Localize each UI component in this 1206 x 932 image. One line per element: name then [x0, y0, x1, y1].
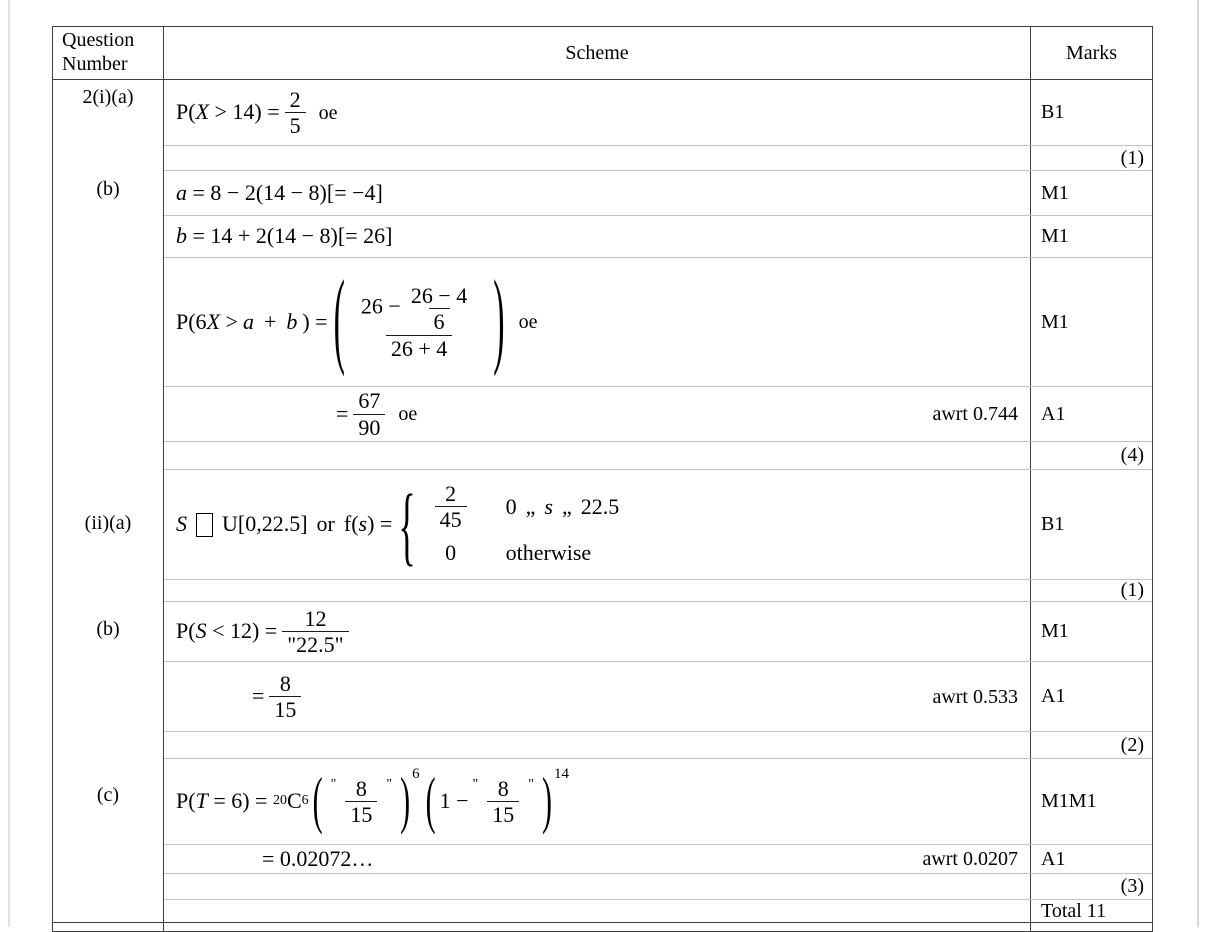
left-paren-medium: (: [425, 765, 436, 836]
missing-glyph-box: [196, 512, 213, 537]
page-edge-line-right: [1197, 0, 1199, 927]
next-question-block-sliver: [53, 923, 1152, 931]
awrt-annotation: awrt 0.0207: [922, 848, 1018, 870]
scheme-cell-formula-b: b = 14 + 2(14 − 8)[= 26]: [164, 216, 1031, 257]
question-label-2ia: 2(i)(a): [82, 86, 134, 108]
awrt-annotation: awrt 0.533: [932, 685, 1018, 708]
header-marks: Marks: [1065, 41, 1118, 64]
marks-cell: A1: [1041, 685, 1066, 707]
header-question-number: Question Number: [53, 27, 164, 79]
combination-superscript: 20: [272, 793, 287, 809]
question-label-iia: (ii)(a): [84, 512, 132, 534]
header-question-line1: Question: [62, 29, 135, 52]
marks-cell: M1: [1041, 181, 1069, 204]
table-row: b = 14 + 2(14 − 8)[= 26] M1: [164, 216, 1152, 258]
table-row: (3): [164, 874, 1152, 900]
awrt-annotation: awrt 0.744: [932, 403, 1018, 425]
scheme-cell-formula-a: a = 8 − 2(14 − 8)[= −4]: [164, 171, 1031, 215]
page-edge-line-left: [8, 0, 10, 927]
marks-cell: M1: [1041, 225, 1069, 247]
scheme-cell-formula-uniform: S U[0,22.5] or f(s) = { 2 45 0 „ s „ 22.5 0 ot…: [164, 470, 1031, 579]
marks-cell: M1: [1041, 620, 1069, 642]
scheme-cell-formula-pt6: P(T = 6) = 20 C 6 ( " 8 15 " ) 6 ( 1 − " 8 15…: [164, 759, 1031, 844]
fraction-8-15: 8 15: [487, 777, 520, 826]
left-paren-tall: (: [333, 262, 345, 379]
left-brace-tall: {: [398, 475, 416, 574]
scheme-cell-empty: [164, 442, 1031, 469]
question-number-column: 2(i)(a) (b) (ii)(a) (b) (c): [53, 80, 164, 922]
table-row: (1): [164, 146, 1152, 171]
scheme-cell-empty: [164, 874, 1031, 899]
fraction-2-45: 2 45: [434, 482, 467, 531]
table-row: P(S < 12) = 12 "22.5" M1: [164, 602, 1152, 662]
combination-subscript: 6: [301, 793, 309, 809]
header-question-line2: Number: [62, 53, 128, 75]
table-row: = 67 90 oe awrt 0.744 A1: [164, 387, 1152, 442]
table-header-row: Question Number Scheme Marks: [53, 27, 1152, 80]
right-paren-medium: ): [400, 765, 411, 836]
marks-cell-subtotal: (4): [1120, 444, 1144, 466]
mark-scheme-table: Question Number Scheme Marks 2(i)(a) (b)…: [52, 26, 1153, 932]
scheme-cell-formula-ps12: P(S < 12) = 12 "22.5": [164, 602, 1031, 661]
scheme-cell-empty: [164, 900, 1031, 922]
table-row: S U[0,22.5] or f(s) = { 2 45 0 „ s „ 22.5 0 ot…: [164, 470, 1152, 580]
table-body: 2(i)(a) (b) (ii)(a) (b) (c) P(X > 14) = …: [53, 80, 1152, 923]
fraction-8-15: 8 15: [345, 777, 378, 826]
scheme-cell-result-815: = 8 15 awrt 0.533: [164, 662, 1031, 731]
quote-mark: ": [330, 777, 337, 793]
fraction-8-15: 8 15: [269, 672, 302, 721]
piecewise-definition: 2 45 0 „ s „ 22.5 0 otherwise: [424, 482, 619, 567]
fraction-12-225: 12 "22.5": [282, 607, 349, 656]
marks-cell: A1: [1041, 402, 1066, 425]
marks-cell-subtotal: (3): [1120, 875, 1144, 897]
marks-cell: M1: [1041, 310, 1069, 333]
scheme-cell-result-002072: = 0.02072… awrt 0.0207: [164, 845, 1031, 873]
right-paren-tall: ): [493, 262, 505, 379]
table-row: = 8 15 awrt 0.533 A1: [164, 662, 1152, 732]
marks-cell: B1: [1041, 513, 1065, 535]
table-row: (2): [164, 732, 1152, 759]
scheme-cell-empty: [164, 732, 1031, 758]
question-label-b2: (b): [96, 618, 120, 640]
table-row: Total 11: [164, 900, 1152, 922]
right-paren-medium: ): [541, 765, 552, 836]
table-row: (4): [164, 442, 1152, 470]
question-label-c: (c): [96, 784, 120, 806]
quote-mark: ": [528, 777, 534, 793]
quote-mark: ": [472, 777, 479, 793]
exponent-14: 14: [553, 765, 569, 782]
marks-cell-subtotal: (1): [1120, 146, 1144, 169]
left-paren-medium: (: [312, 765, 323, 836]
marks-cell: B1: [1041, 101, 1065, 123]
scheme-cell-result-6790: = 67 90 oe awrt 0.744: [164, 387, 1031, 441]
fraction-67-90: 67 90: [353, 389, 386, 439]
header-scheme: Scheme: [164, 27, 1031, 79]
marks-cell: A1: [1041, 847, 1066, 870]
marks-cell-subtotal: (1): [1120, 579, 1144, 601]
marks-cell-subtotal: (2): [1120, 733, 1144, 756]
scheme-cell-empty: [164, 580, 1031, 601]
question-label-b1: (b): [96, 178, 120, 200]
table-row: a = 8 − 2(14 − 8)[= −4] M1: [164, 171, 1152, 216]
table-row: P(T = 6) = 20 C 6 ( " 8 15 " ) 6 ( 1 − " 8 15…: [164, 759, 1152, 845]
quote-mark: ": [386, 777, 393, 793]
scheme-cell-empty: [164, 146, 1031, 170]
exponent-6: 6: [412, 765, 420, 782]
table-row: (1): [164, 579, 1152, 602]
table-row: = 0.02072… awrt 0.0207 A1: [164, 845, 1152, 874]
marks-cell: M1M1: [1041, 790, 1097, 812]
marks-cell-total: Total 11: [1041, 899, 1107, 922]
